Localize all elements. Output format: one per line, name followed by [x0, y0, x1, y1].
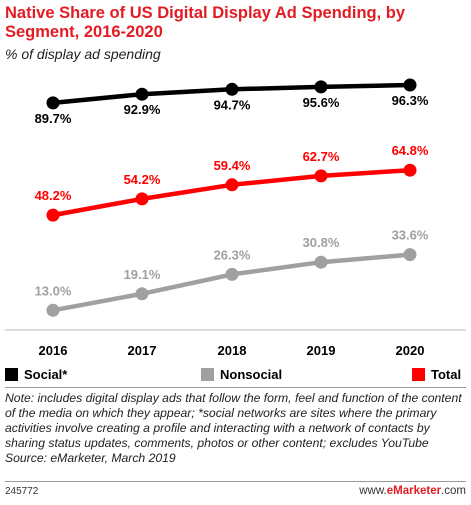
data-label-total-2016: 48.2% — [35, 188, 72, 203]
brand-name: eMarketer — [386, 485, 442, 497]
data-point-social-2017 — [135, 87, 149, 101]
x-tick-label-2019: 2019 — [307, 343, 336, 358]
legend-label-total: Total — [431, 366, 462, 382]
data-label-nonsocial-2016: 13.0% — [35, 283, 72, 298]
data-point-nonsocial-2016 — [46, 303, 60, 317]
legend-item-total: Total — [412, 365, 461, 383]
brand-suffix: .com — [441, 485, 466, 497]
note-text: Note: includes digital display ads that … — [5, 391, 462, 450]
chart-title: Native Share of US Digital Display Ad Sp… — [5, 4, 406, 41]
data-point-social-2020 — [403, 78, 417, 92]
legend-swatch-total — [412, 367, 425, 381]
data-label-nonsocial-2020: 33.6% — [392, 228, 429, 243]
data-point-total-2019 — [314, 169, 328, 183]
data-label-social-2017: 92.9% — [124, 102, 161, 117]
legend-item-social: Social* — [5, 365, 67, 383]
data-label-nonsocial-2018: 26.3% — [214, 247, 251, 262]
chart-subtitle: % of display ad spending — [5, 46, 161, 62]
brand-prefix: www. — [359, 485, 387, 497]
data-point-total-2018 — [225, 178, 239, 192]
data-label-social-2019: 95.6% — [303, 95, 340, 110]
data-point-total-2016 — [46, 208, 60, 222]
data-label-social-2018: 94.7% — [214, 97, 251, 112]
legend-swatch-nonsocial — [201, 367, 214, 381]
legend-label-social: Social* — [24, 366, 68, 382]
legend-swatch-social — [5, 367, 18, 381]
data-label-social-2020: 96.3% — [392, 93, 429, 108]
data-label-total-2020: 64.8% — [392, 143, 429, 158]
x-tick-label-2017: 2017 — [128, 343, 157, 358]
chart-note: Note: includes digital display ads that … — [5, 391, 467, 466]
data-label-total-2019: 62.7% — [303, 149, 340, 164]
data-label-total-2018: 59.4% — [214, 158, 251, 173]
data-label-total-2017: 54.2% — [124, 172, 161, 187]
divider-bottom — [5, 481, 466, 482]
data-point-nonsocial-2017 — [135, 287, 149, 301]
series-line-total — [50, 167, 413, 218]
data-point-social-2016 — [46, 96, 60, 110]
x-tick-label-2016: 2016 — [39, 343, 68, 358]
data-point-total-2017 — [135, 192, 149, 206]
data-point-nonsocial-2018 — [225, 267, 239, 281]
data-point-nonsocial-2019 — [314, 255, 328, 269]
series-line-nonsocial — [50, 252, 413, 313]
brand-link[interactable]: www.eMarketer.com — [359, 485, 466, 497]
legend-item-nonsocial: Nonsocial — [201, 365, 282, 383]
data-label-nonsocial-2019: 30.8% — [303, 235, 340, 250]
data-point-social-2018 — [225, 82, 239, 96]
line-chart: 89.7% 92.9% 94.7% 95.6% 96.3% 13.0% 19.1% 26.3%… — [5, 78, 466, 358]
data-point-social-2019 — [314, 80, 328, 94]
x-tick-label-2018: 2018 — [218, 343, 247, 358]
source-text: Source: eMarketer, March 2019 — [5, 451, 176, 465]
x-tick-label-2020: 2020 — [396, 343, 425, 358]
data-label-nonsocial-2017: 19.1% — [124, 267, 161, 282]
data-point-total-2020 — [403, 163, 417, 177]
data-point-nonsocial-2020 — [403, 248, 417, 262]
data-label-social-2016: 89.7% — [35, 111, 72, 126]
chart-id: 245772 — [5, 486, 39, 497]
legend-label-nonsocial: Nonsocial — [220, 366, 283, 382]
divider-top — [5, 387, 466, 388]
